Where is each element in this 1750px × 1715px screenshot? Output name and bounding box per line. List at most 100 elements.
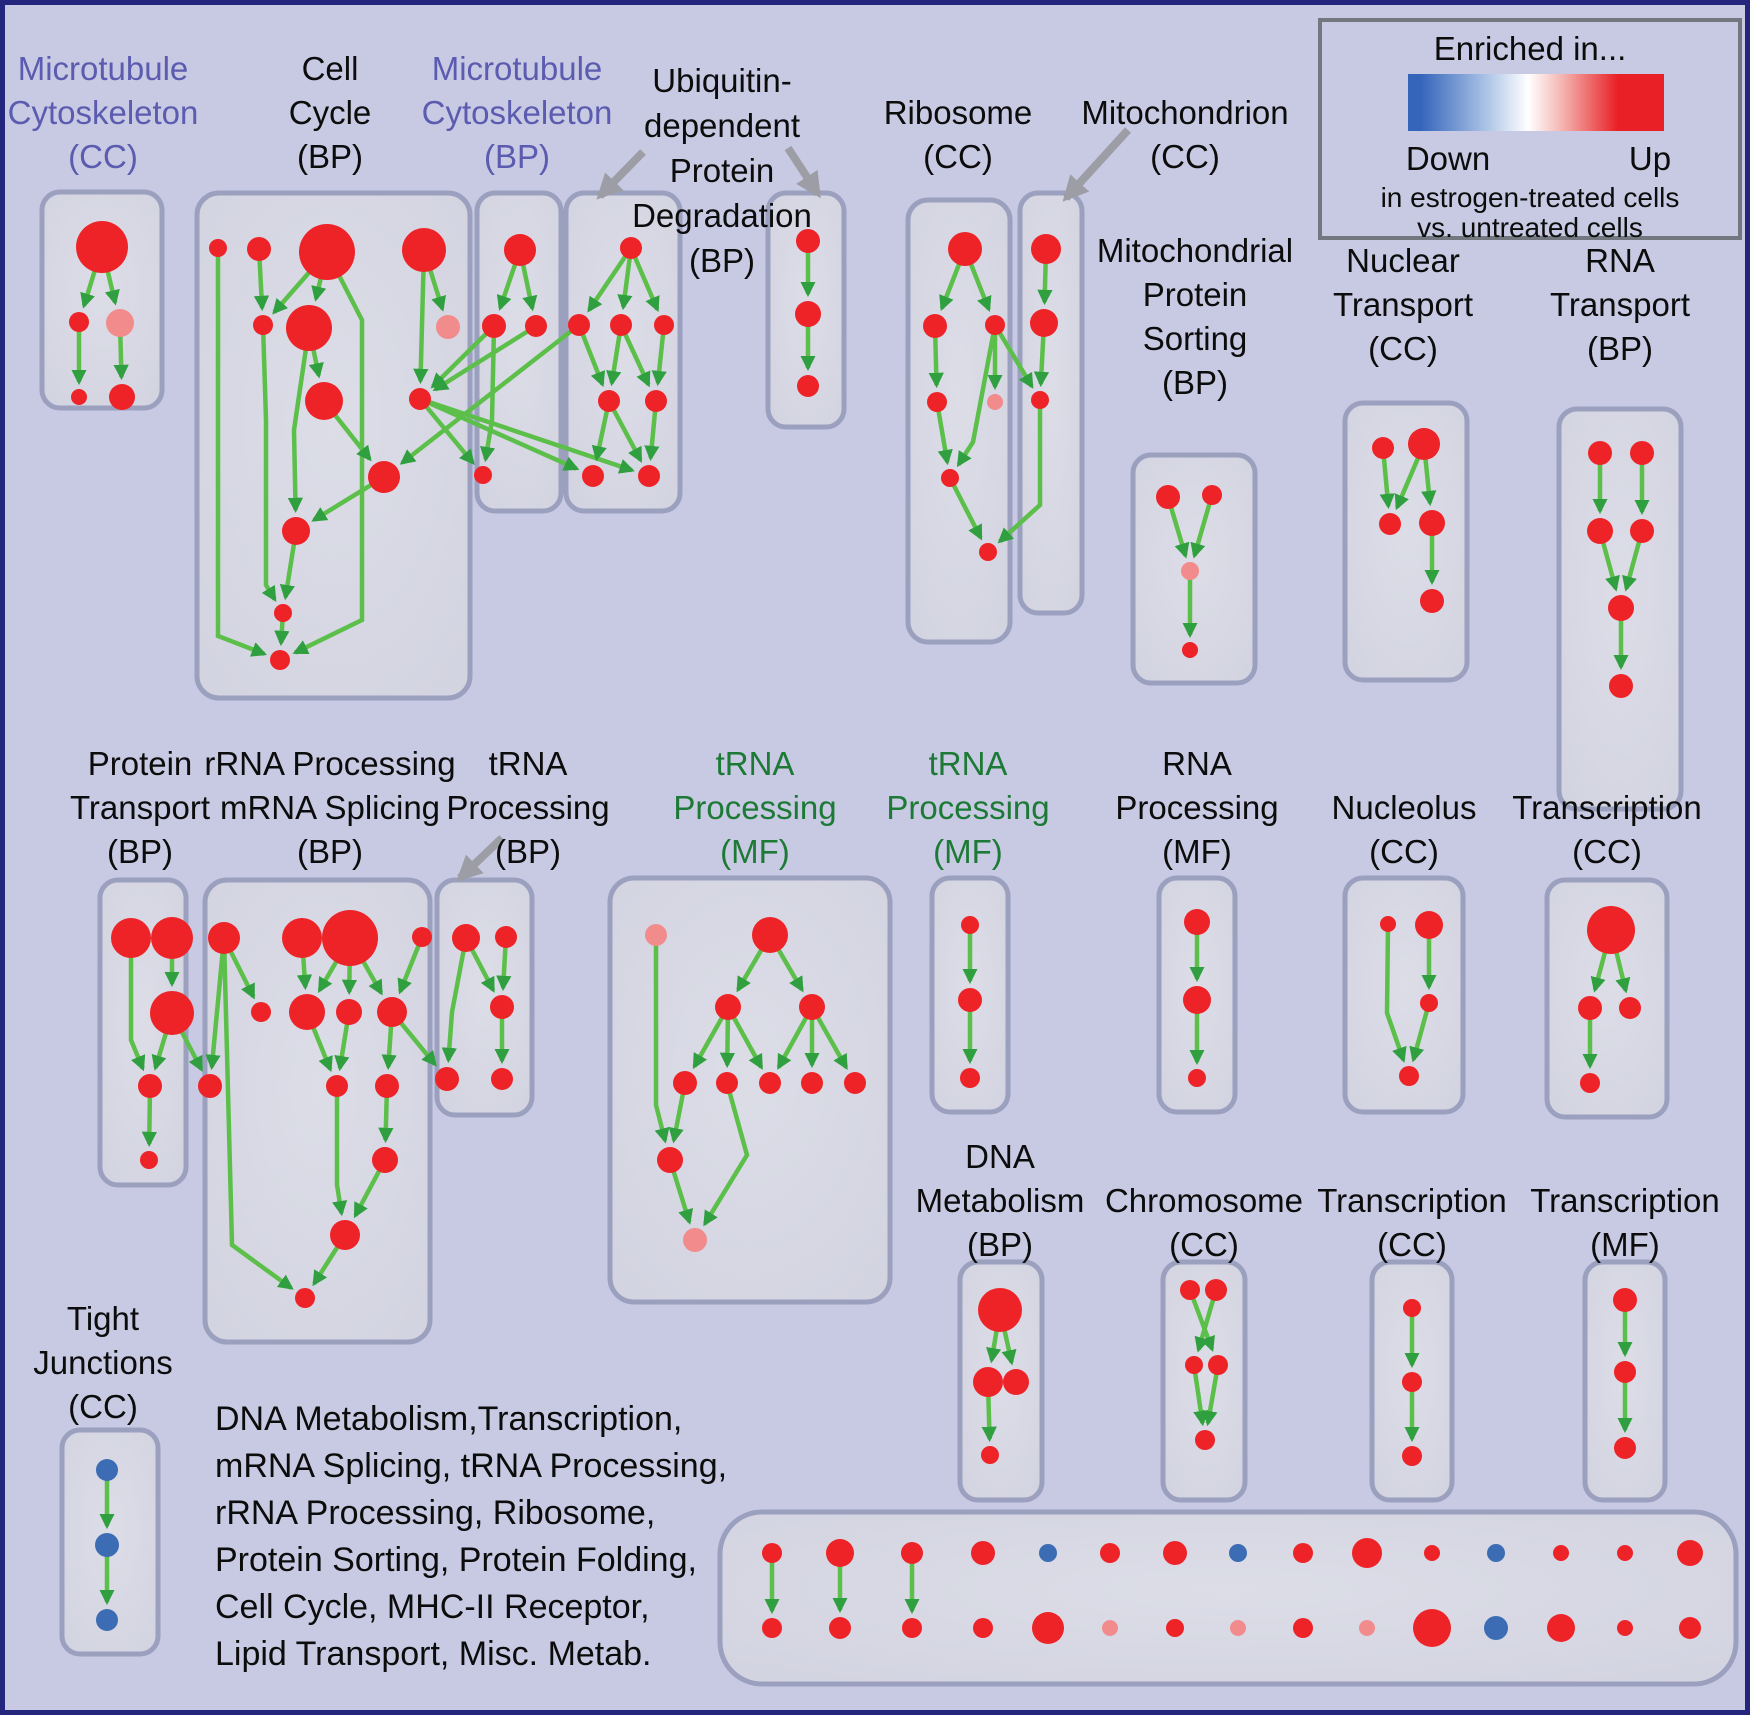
gene-set-node-h1 <box>958 988 982 1012</box>
gene-set-node-L8b <box>1293 1618 1313 1638</box>
gene-set-node-j0 <box>1184 909 1210 935</box>
gene-set-node-q0 <box>1372 437 1394 459</box>
cluster-box-chromosome <box>1160 1259 1248 1503</box>
gene-set-node-tj2 <box>96 1609 118 1631</box>
gene-set-node-f0 <box>645 924 667 946</box>
gene-set-node-c12 <box>270 650 290 670</box>
cluster-label-rnat-line3: (BP) <box>1587 330 1653 367</box>
cluster-label-rnat-line1: RNA <box>1585 242 1655 279</box>
gene-set-node-f3 <box>799 994 825 1020</box>
gene-set-node-t1 <box>151 917 193 959</box>
gene-set-node-s5 <box>1609 674 1633 698</box>
cluster-label-prot_trans-line1: Protein <box>88 745 193 782</box>
edge-e0-e3 <box>1384 923 1407 1063</box>
gene-set-node-z0 <box>1613 1288 1637 1312</box>
gene-set-node-c7 <box>305 382 343 420</box>
edge-u0-u1 <box>587 246 633 313</box>
gene-set-node-e0 <box>1380 916 1396 932</box>
cluster-label-ubiq-line5: (BP) <box>689 242 755 279</box>
gene-set-node-u7 <box>638 465 660 487</box>
cluster-label-mps-line4: (BP) <box>1162 364 1228 401</box>
cluster-box-trans_cc2 <box>1544 877 1670 1120</box>
cluster-label-mps-line1: Mitochondrial <box>1097 232 1293 269</box>
gene-set-node-L11t <box>1487 1544 1505 1562</box>
gene-set-node-g9 <box>326 1075 348 1097</box>
gene-set-node-y1 <box>1402 1372 1422 1392</box>
misc-categories-text-line6: Lipid Transport, Misc. Metab. <box>215 1635 652 1673</box>
legend-caption-line2: vs. untreated cells <box>1417 212 1643 243</box>
gene-set-node-c10 <box>282 517 310 545</box>
cluster-label-trna_bp-line3: (BP) <box>495 833 561 870</box>
gene-set-node-k0 <box>1031 234 1061 264</box>
gene-set-node-x1 <box>1205 1279 1227 1301</box>
edge-x2-x4 <box>1191 1364 1209 1427</box>
cluster-label-tight_junctions-line1: Tight <box>67 1300 139 1337</box>
gene-set-node-L9b <box>1359 1620 1375 1636</box>
gene-set-node-k2 <box>1031 391 1049 409</box>
cluster-label-mt_cc-line1: Microtubule <box>18 50 189 87</box>
annotation-arrow-ubiq-right-pointer <box>784 145 822 199</box>
gene-set-node-L5b <box>1102 1620 1118 1636</box>
gene-set-node-j1 <box>1183 986 1211 1014</box>
cluster-label-ribosome-line1: Ribosome <box>884 94 1033 131</box>
gene-set-node-y0 <box>1403 1299 1421 1317</box>
annotation-arrow-mitochondrion-pointer <box>1062 127 1131 202</box>
cluster-label-rrna-line1: rRNA Processing <box>204 745 455 782</box>
gene-set-node-s0 <box>1588 441 1612 465</box>
cluster-label-nuct-line2: Transport <box>1333 286 1473 323</box>
gene-set-node-p2 <box>1181 562 1199 580</box>
gene-set-node-c0 <box>209 239 227 257</box>
gene-set-node-g3 <box>412 927 432 947</box>
gene-set-node-u0 <box>620 237 642 259</box>
cluster-label-chromosome-line1: Chromosome <box>1105 1182 1303 1219</box>
gene-set-node-p1 <box>1202 485 1222 505</box>
cluster-label-cell_cycle-line2: Cycle <box>289 94 372 131</box>
gene-set-node-u6 <box>582 465 604 487</box>
gene-set-node-s3 <box>1630 519 1654 543</box>
gene-set-node-r1 <box>923 314 947 338</box>
cluster-label-mito-line1: Mitochondrion <box>1081 94 1288 131</box>
gene-set-node-r0 <box>948 232 982 266</box>
gene-set-node-c1 <box>247 237 271 261</box>
gene-set-node-g2 <box>322 910 378 966</box>
gene-set-node-r4 <box>987 394 1003 410</box>
cluster-label-mps-line2: Protein <box>1143 276 1248 313</box>
edge-f0-f9 <box>653 935 670 1144</box>
cluster-label-dna_met-line1: DNA <box>965 1138 1035 1175</box>
cluster-label-trna_mf2-line1: tRNA <box>929 745 1008 782</box>
edges-layer <box>71 127 1650 1615</box>
gene-set-node-g8 <box>198 1074 222 1098</box>
edge-c2-c12 <box>292 250 365 655</box>
cluster-label-trna_mf1-line1: tRNA <box>716 745 795 782</box>
gene-set-node-L14b <box>1679 1617 1701 1639</box>
gene-set-node-w1 <box>495 926 517 948</box>
edge-m1-m3 <box>480 325 497 463</box>
gene-set-node-L3b <box>973 1618 993 1638</box>
gene-set-node-L4t <box>1039 1544 1057 1562</box>
gene-set-node-h2 <box>960 1068 980 1088</box>
cluster-box-nuct <box>1342 400 1470 683</box>
gene-set-node-c8 <box>409 388 431 410</box>
cluster-label-trans_cc3-line2: (CC) <box>1377 1226 1447 1263</box>
gene-set-node-d2 <box>1619 997 1641 1019</box>
gene-set-node-r6 <box>979 543 997 561</box>
edge-m1-c8 <box>430 324 496 389</box>
gene-set-node-a1 <box>69 312 89 332</box>
cluster-label-ribosome-line2: (CC) <box>923 138 993 175</box>
gene-set-node-tj0 <box>96 1459 118 1481</box>
cluster-label-cell_cycle-line1: Cell <box>302 50 359 87</box>
legend-caption-line1: in estrogen-treated cells <box>1380 182 1680 213</box>
gene-set-node-g10 <box>375 1074 399 1098</box>
cluster-label-ubiq-line1: Ubiquitin- <box>652 62 791 99</box>
legend-down-label: Down <box>1405 140 1491 177</box>
misc-categories-text-line4: Protein Sorting, Protein Folding, <box>215 1541 697 1579</box>
gene-set-node-u3 <box>654 315 674 335</box>
gene-set-node-L8t <box>1293 1543 1313 1563</box>
gene-set-node-c5 <box>286 305 332 351</box>
gene-set-node-x2 <box>1185 1356 1203 1374</box>
gene-set-node-tj1 <box>95 1533 119 1557</box>
cluster-label-trna_mf1-line2: Processing <box>673 789 836 826</box>
gene-set-node-t3 <box>138 1074 162 1098</box>
gene-set-node-g13 <box>295 1288 315 1308</box>
